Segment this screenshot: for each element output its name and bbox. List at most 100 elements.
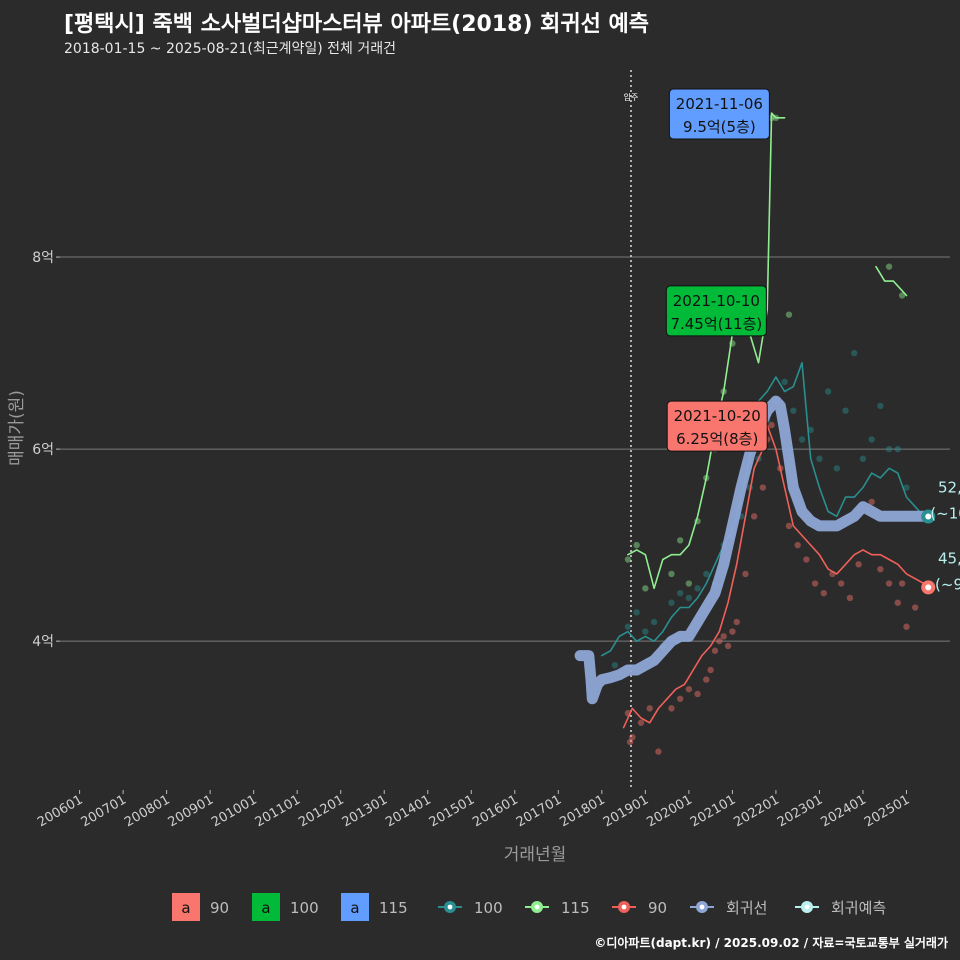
scatter-point-90 <box>855 561 862 568</box>
scatter-point-90 <box>894 599 901 606</box>
x-tick-label: 200601 <box>35 792 85 830</box>
scatter-point-100 <box>885 445 893 453</box>
x-tick-label: 200901 <box>166 792 216 830</box>
legend-line-marker-center <box>447 904 453 910</box>
legend-label-key <box>172 893 200 921</box>
scatter-point-90 <box>803 556 810 563</box>
forecast-value-100: 52,980 <box>938 479 960 497</box>
scatter-point-90 <box>811 580 819 587</box>
scatter-point-100 <box>642 628 649 635</box>
y-tick-label: 6억 <box>32 442 54 458</box>
scatter-point-100 <box>859 455 867 462</box>
scatter-point-115 <box>785 311 793 318</box>
scatter-point-115 <box>633 541 640 549</box>
source-credit: ©디아파트(dapt.kr) / 2025.09.02 / 자료=국토교통부 실… <box>594 936 948 950</box>
scatter-point-90 <box>716 637 723 645</box>
scatter-point-100 <box>842 407 849 414</box>
scatter-point-90 <box>724 642 732 650</box>
scatter-point-90 <box>837 580 845 587</box>
callout-price: 7.45억(11층) <box>670 315 762 333</box>
series-line-100 <box>600 361 925 657</box>
x-tick-label: 200801 <box>122 792 172 830</box>
scatter-point-100 <box>877 402 884 410</box>
x-tick-label: 202301 <box>775 792 825 830</box>
legend-line-label-회귀예측: 회귀예측 <box>831 899 886 917</box>
scatter-point-100 <box>816 455 823 462</box>
legend-line-label-100: 100 <box>474 899 503 917</box>
legend-line-label-90: 90 <box>648 899 667 917</box>
move-in-label: 입주 <box>624 93 639 102</box>
legend-line-marker-center <box>534 904 540 910</box>
scatter-point-100 <box>611 661 619 669</box>
x-axis-title: 거래년월 <box>504 845 567 865</box>
forecast-area-90: (~90㎡) <box>935 575 960 593</box>
scatter-point-100 <box>833 465 841 472</box>
scatter-point-90 <box>768 421 775 429</box>
scatter-point-115 <box>624 556 632 563</box>
scatter-point-100 <box>624 623 632 630</box>
x-tick-label: 201701 <box>514 792 564 830</box>
x-tick-label: 201801 <box>557 792 607 830</box>
scatter-point-90 <box>685 685 693 693</box>
scatter-point-115 <box>642 585 649 592</box>
legend-label-key <box>252 893 280 921</box>
forecast-marker-center-100 <box>925 513 932 520</box>
scatter-point-100 <box>703 570 710 578</box>
scatter-point-100 <box>798 436 806 443</box>
scatter-point-100 <box>851 349 858 357</box>
scatter-point-115 <box>668 570 675 578</box>
scatter-point-90 <box>629 733 636 741</box>
scatter-point-90 <box>742 570 749 578</box>
callout-price: 6.25억(8층) <box>676 430 758 448</box>
x-tick-label: 202201 <box>731 792 781 830</box>
series-line-115 <box>875 265 908 297</box>
x-tick-label: 200701 <box>79 792 129 830</box>
scatter-point-90 <box>703 676 710 683</box>
scatter-point-90 <box>898 580 906 587</box>
callout-price: 9.5억(5층) <box>683 118 756 136</box>
scatter-point-90 <box>903 623 910 630</box>
callout-box <box>666 400 768 452</box>
chart-subtitle: 2018-01-15 ~ 2025-08-21(최근계약일) 전체 거래건 <box>64 41 396 57</box>
scatter-point-90 <box>733 618 740 626</box>
callout-box <box>665 285 767 337</box>
scatter-point-90 <box>885 580 893 587</box>
legend-label-115: 115 <box>379 899 408 917</box>
scatter-point-90 <box>759 484 767 491</box>
regression-line <box>574 395 930 705</box>
callout-date: 2021-11-06 <box>676 95 763 113</box>
scatter-point-100 <box>807 426 814 434</box>
scatter-point-90 <box>785 522 793 530</box>
chart-title: [평택시] 죽백 소사벌더샵마스터뷰 아파트(2018) 회귀선 예측 <box>64 12 650 37</box>
scatter-point-90 <box>877 565 884 573</box>
scatter-point-90 <box>711 647 719 654</box>
x-tick-label: 201901 <box>601 792 651 830</box>
y-axis-title: 매매가(원) <box>7 390 27 466</box>
scatter-point-90 <box>655 748 662 755</box>
forecast-area-100: (~100㎡) <box>930 505 960 523</box>
scatter-point-90 <box>646 705 653 712</box>
scatter-point-100 <box>868 436 875 443</box>
legend-key-glyph: a <box>181 899 190 917</box>
series-line-115 <box>627 112 786 590</box>
legend-line-label-115: 115 <box>561 899 590 917</box>
scatter-point-100 <box>650 618 658 626</box>
callout-90: 2021-10-20 6.25억(8층) <box>666 400 768 452</box>
scatter-point-100 <box>633 609 640 616</box>
x-tick-label: 201201 <box>296 792 346 830</box>
scatter-point-100 <box>668 599 675 606</box>
scatter-point-90 <box>668 705 675 712</box>
legend-key-glyph: a <box>261 899 270 917</box>
callout-date: 2021-10-20 <box>674 407 761 425</box>
scatter-point-90 <box>820 589 827 597</box>
scatter-point-90 <box>626 738 634 746</box>
scatter-point-90 <box>911 604 919 611</box>
legend-label-100: 100 <box>290 899 319 917</box>
scatter-point-90 <box>794 541 801 549</box>
x-tick-label: 201601 <box>470 792 520 830</box>
scatter-point-115 <box>685 580 693 587</box>
scatter-point-100 <box>824 388 832 395</box>
y-tick-label: 4억 <box>32 634 54 650</box>
x-tick-label: 201301 <box>340 792 390 830</box>
x-tick-label: 202001 <box>644 792 694 830</box>
